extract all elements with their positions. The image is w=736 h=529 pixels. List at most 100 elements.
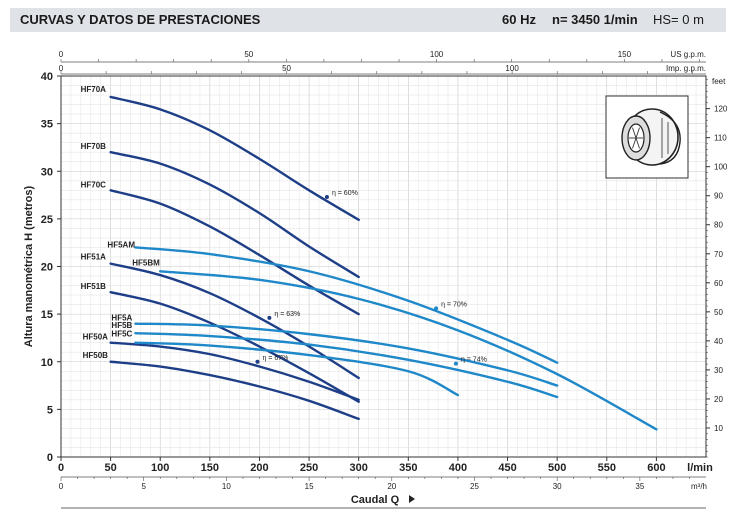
m3h-tick-label: 20: [387, 482, 396, 491]
x-tick-label: 500: [548, 462, 566, 474]
efficiency-label: η = 67%: [262, 355, 288, 362]
x-tick-label: 400: [449, 462, 467, 474]
feet-tick-label: 90: [714, 192, 723, 201]
efficiency-marker: [324, 194, 329, 199]
curve-label-hf5a: HF5A: [111, 314, 132, 323]
feet-tick-label: 70: [714, 250, 723, 259]
x-tick-label: 200: [250, 462, 268, 474]
efficiency-marker: [453, 361, 458, 366]
us-gpm-tick-label: 150: [618, 50, 632, 59]
curve-hf5am: [134, 246, 559, 364]
m3h-tick-label: 25: [470, 482, 479, 491]
x-tick-label: 550: [598, 462, 616, 474]
y-tick-label: 10: [41, 357, 53, 369]
curve-hf5c: [134, 341, 460, 397]
x-tick-label: 150: [201, 462, 219, 474]
curve-hf51a: [109, 262, 360, 380]
hs-label: HS= 0 m: [653, 12, 704, 27]
y-tick-label: 20: [41, 262, 53, 274]
feet-unit-label: feet: [712, 77, 726, 86]
x-tick-label: 0: [58, 462, 64, 474]
curve-hf51b: [109, 291, 360, 403]
efficiency-marker: [434, 306, 439, 311]
x-tick-label: 100: [151, 462, 169, 474]
curve-hf70b: [109, 151, 360, 279]
curve-hf5a: [134, 322, 559, 387]
efficiency-label: η = 63%: [274, 311, 300, 318]
y-tick-label: 5: [47, 404, 53, 416]
y-tick-label: 15: [41, 309, 53, 321]
x-tick-label: 300: [350, 462, 368, 474]
curve-hf70c: [109, 189, 360, 316]
m3h-tick-label: 35: [635, 482, 644, 491]
curve-label-hf51a: HF51A: [81, 253, 107, 262]
efficiency-label: η = 60%: [332, 190, 358, 197]
pump-vane: [635, 137, 640, 149]
x-tick-label: 50: [104, 462, 116, 474]
x-unit-label: l/min: [687, 462, 713, 474]
feet-tick-label: 50: [714, 308, 723, 317]
curve-label-hf5b: HF5B: [111, 321, 132, 330]
x-axis-title: Caudal Q: [351, 494, 400, 506]
efficiency-label: η = 74%: [461, 357, 487, 364]
feet-tick-label: 20: [714, 395, 723, 404]
y-tick-label: 30: [41, 166, 53, 178]
feet-tick-label: 80: [714, 221, 723, 230]
m3h-tick-label: 30: [553, 482, 562, 491]
feet-tick-label: 120: [714, 105, 728, 114]
imp-gpm-unit-label: Imp. g.p.m.: [666, 64, 706, 73]
us-gpm-tick-label: 50: [244, 50, 253, 59]
pump-housing-edge: [659, 111, 681, 165]
frequency-label: 60 Hz: [502, 12, 536, 27]
x-tick-label: 600: [647, 462, 665, 474]
curve-hf5bm: [159, 270, 658, 431]
pump-vane: [632, 127, 637, 139]
feet-tick-label: 40: [714, 337, 723, 346]
us-gpm-tick-label: 100: [430, 50, 444, 59]
curve-label-hf70c: HF70C: [81, 180, 107, 189]
chart-title: CURVAS Y DATOS DE PRESTACIONES: [20, 12, 261, 27]
imp-gpm-tick-label: 100: [505, 64, 519, 73]
curve-label-hf5c: HF5C: [111, 330, 132, 339]
pump-vane: [635, 127, 640, 139]
x-tick-label: 450: [498, 462, 516, 474]
y-axis-title: Altura manométrica H (metros): [23, 185, 35, 347]
m3h-tick-label: 15: [305, 482, 314, 491]
y-tick-label: 25: [41, 214, 53, 226]
curve-label-hf51b: HF51B: [81, 282, 107, 291]
curve-label-hf70b: HF70B: [81, 142, 107, 151]
m3h-tick-label: 5: [141, 482, 146, 491]
y-tick-label: 40: [41, 71, 53, 83]
feet-tick-label: 100: [714, 163, 728, 172]
curve-hf50b: [109, 360, 360, 421]
m3h-tick-label: 10: [222, 482, 231, 491]
curve-hf5b: [134, 331, 559, 399]
x-axis-arrow: [409, 495, 415, 503]
curve-hf50a: [109, 341, 360, 402]
feet-tick-label: 110: [714, 134, 727, 143]
m3h-unit-label: m³/h: [691, 482, 707, 491]
y-tick-label: 35: [41, 119, 53, 131]
feet-tick-label: 60: [714, 279, 723, 288]
curve-label-hf50a: HF50A: [83, 333, 109, 342]
x-tick-label: 250: [300, 462, 318, 474]
pump-vane: [632, 137, 637, 149]
imp-gpm-tick-label: 50: [282, 64, 291, 73]
y-tick-label: 0: [47, 452, 53, 464]
grid-lines: [60, 75, 707, 458]
efficiency-marker: [255, 359, 260, 364]
us-gpm-unit-label: US g.p.m.: [670, 50, 706, 59]
feet-tick-label: 10: [714, 424, 723, 433]
pump-illustration: [605, 95, 689, 179]
us-gpm-tick-label: 0: [59, 50, 64, 59]
efficiency-marker: [267, 315, 272, 320]
curve-label-hf5am: HF5AM: [107, 240, 135, 249]
imp-gpm-tick-label: 0: [59, 64, 64, 73]
x-tick-label: 350: [399, 462, 417, 474]
curve-hf70a: [109, 95, 360, 222]
curve-label-hf50b: HF50B: [83, 351, 109, 360]
curve-label-hf5bm: HF5BM: [132, 258, 160, 267]
chart-header: CURVAS Y DATOS DE PRESTACIONES 60 Hz n= …: [10, 8, 726, 32]
efficiency-label: η = 70%: [441, 301, 467, 308]
